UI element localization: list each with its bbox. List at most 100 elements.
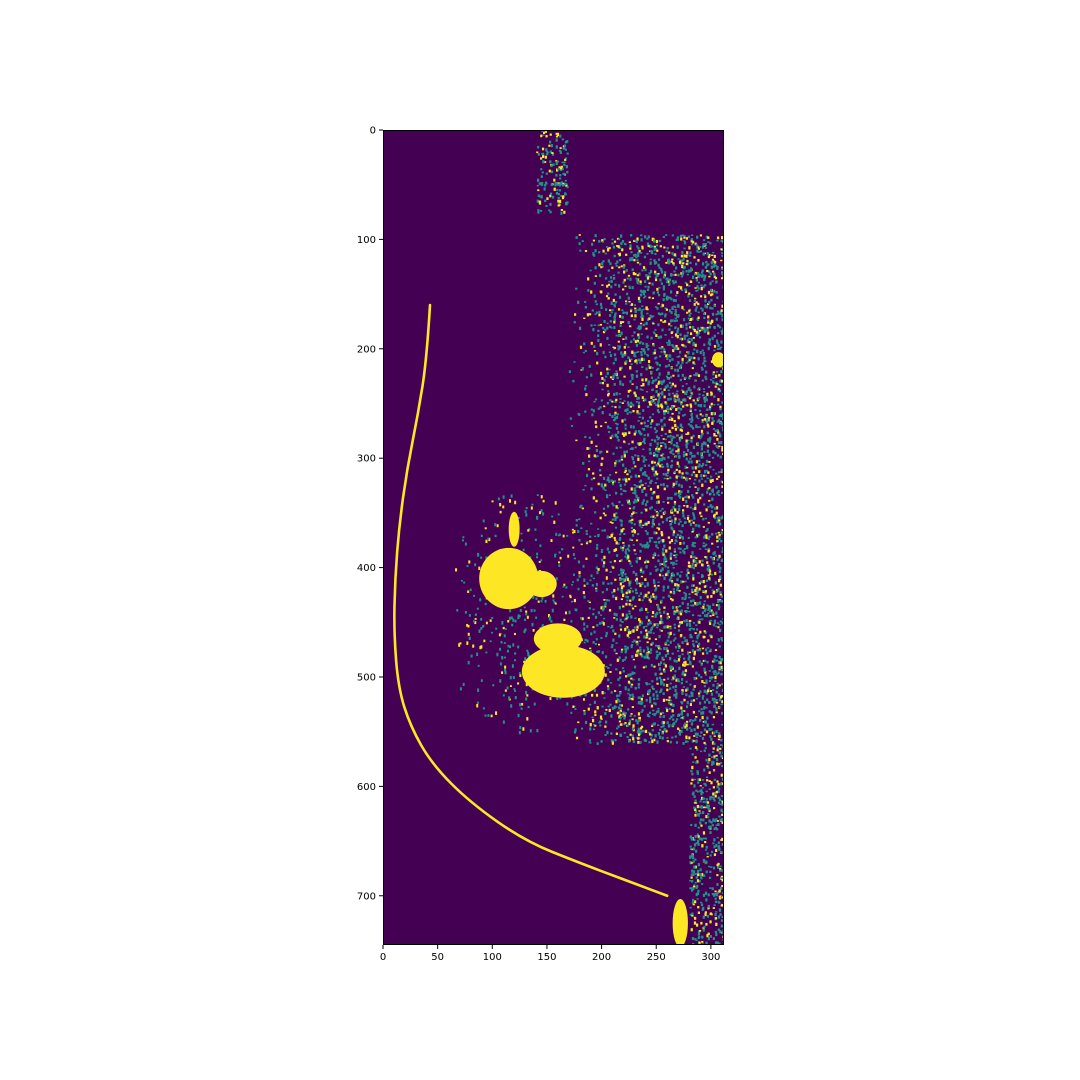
texture-pixel [632, 460, 635, 465]
texture-pixel [615, 613, 618, 617]
texture-pixel [544, 183, 547, 187]
texture-pixel [712, 842, 715, 845]
texture-pixel [705, 845, 708, 849]
texture-pixel [661, 254, 664, 258]
texture-pixel [597, 650, 601, 653]
texture-pixel [676, 609, 679, 612]
texture-pixel [614, 301, 617, 304]
texture-pixel [607, 687, 610, 691]
texture-pixel [706, 263, 709, 267]
texture-pixel [653, 402, 656, 405]
texture-pixel [563, 161, 566, 163]
texture-pixel [620, 586, 624, 590]
texture-pixel [615, 471, 618, 474]
speckle-pixel [572, 553, 575, 557]
texture-pixel [611, 483, 615, 486]
texture-pixel [583, 712, 586, 716]
texture-pixel [689, 887, 692, 890]
texture-pixel [681, 691, 684, 695]
speckle-pixel [503, 642, 506, 644]
texture-pixel [688, 623, 692, 627]
texture-pixel [636, 730, 640, 734]
texture-pixel [693, 555, 696, 559]
texture-pixel [623, 544, 626, 547]
texture-pixel [691, 584, 694, 587]
texture-pixel [669, 590, 672, 594]
texture-pixel [637, 718, 641, 722]
texture-pixel [688, 727, 692, 729]
texture-pixel [585, 533, 588, 535]
speckle-pixel [476, 652, 479, 657]
texture-pixel [586, 447, 589, 451]
texture-pixel [657, 527, 661, 531]
texture-pixel [639, 361, 642, 364]
texture-pixel [663, 388, 666, 391]
texture-pixel [664, 556, 667, 559]
texture-pixel [663, 477, 666, 480]
speckle-pixel [459, 687, 462, 691]
texture-pixel [638, 249, 641, 253]
texture-pixel [683, 698, 686, 702]
speckle-pixel [504, 670, 507, 675]
texture-pixel [592, 477, 596, 480]
texture-pixel [681, 596, 684, 600]
texture-pixel [666, 649, 669, 653]
texture-pixel [701, 652, 705, 655]
texture-pixel [632, 658, 635, 661]
texture-pixel [671, 319, 674, 322]
texture-pixel [716, 454, 720, 457]
texture-pixel [546, 152, 549, 156]
speckle-pixel [509, 675, 512, 680]
texture-pixel [640, 314, 644, 317]
texture-pixel [699, 818, 702, 822]
texture-pixel [713, 442, 716, 445]
texture-pixel [631, 718, 634, 721]
texture-pixel [673, 500, 677, 504]
texture-pixel [613, 413, 617, 416]
texture-pixel [608, 413, 612, 416]
texture-pixel [691, 879, 694, 883]
speckle-pixel [468, 560, 471, 564]
texture-pixel [673, 419, 676, 423]
texture-pixel [690, 782, 693, 785]
texture-pixel [683, 724, 686, 727]
texture-pixel [678, 589, 681, 592]
texture-pixel [721, 903, 724, 907]
texture-pixel [614, 417, 617, 421]
speckle-pixel [487, 537, 490, 540]
texture-pixel [589, 540, 592, 543]
texture-pixel [671, 580, 674, 584]
texture-pixel [587, 707, 590, 711]
texture-pixel [672, 714, 675, 717]
speckle-pixel [504, 665, 507, 670]
texture-pixel [559, 177, 562, 180]
texture-pixel [709, 796, 712, 799]
texture-pixel [657, 367, 660, 370]
texture-pixel [593, 688, 597, 693]
texture-pixel [688, 322, 691, 325]
texture-pixel [607, 269, 610, 272]
texture-pixel [674, 492, 677, 496]
texture-pixel [618, 284, 621, 288]
texture-pixel [684, 465, 687, 469]
texture-pixel [723, 615, 724, 619]
texture-pixel [602, 564, 605, 568]
texture-pixel [710, 781, 713, 785]
texture-pixel [697, 812, 700, 817]
texture-pixel [540, 182, 543, 187]
texture-pixel [677, 305, 680, 308]
texture-pixel [624, 300, 628, 302]
texture-pixel [635, 256, 638, 259]
texture-pixel [688, 596, 691, 599]
texture-pixel [627, 692, 630, 695]
texture-pixel [717, 607, 721, 611]
texture-pixel [719, 379, 723, 382]
texture-pixel [651, 491, 654, 495]
texture-pixel [704, 469, 707, 474]
texture-pixel [645, 682, 648, 684]
texture-pixel [638, 485, 642, 489]
texture-pixel [673, 347, 676, 350]
texture-pixel [633, 259, 636, 262]
texture-pixel [690, 294, 694, 297]
texture-pixel [672, 298, 676, 302]
